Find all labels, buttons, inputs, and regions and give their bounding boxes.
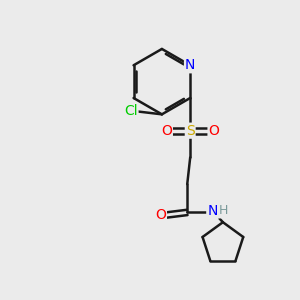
Text: N: N xyxy=(185,58,195,72)
Text: N: N xyxy=(207,204,218,218)
Text: H: H xyxy=(219,204,229,218)
Text: O: O xyxy=(161,124,172,138)
Text: S: S xyxy=(186,124,195,138)
Text: O: O xyxy=(208,124,219,138)
Text: Cl: Cl xyxy=(124,104,137,118)
Text: O: O xyxy=(155,208,166,222)
